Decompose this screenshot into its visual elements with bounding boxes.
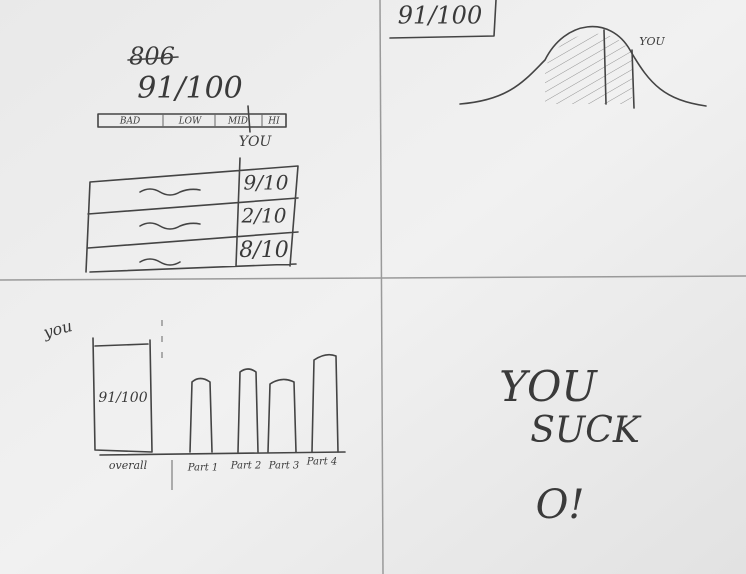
scale-bar <box>97 113 287 128</box>
scale-label: BAD <box>119 117 140 127</box>
divider <box>379 0 384 574</box>
crossed-out-score: 806 <box>129 43 175 71</box>
baseline <box>99 451 346 456</box>
part-bar <box>189 377 213 453</box>
score-box <box>389 0 497 39</box>
curve-shade <box>545 33 632 105</box>
score: 91/100 <box>137 71 243 106</box>
bar-label: Part 4 <box>306 457 338 468</box>
curve-marker <box>603 29 607 105</box>
divider <box>0 275 746 281</box>
curve-marker <box>631 49 635 109</box>
squiggle <box>139 188 201 196</box>
overall-score: 91/100 <box>98 390 147 406</box>
message-line: SUCK <box>530 410 642 451</box>
bar-label: Part 3 <box>268 461 300 472</box>
row-score: 2/10 <box>241 204 287 228</box>
message-line: YOU <box>499 362 598 411</box>
bar-label: Part 2 <box>230 461 262 472</box>
squiggle <box>139 258 181 266</box>
panel-bottom-right: YOU SUCK O! <box>499 362 642 528</box>
row-score: 8/10 <box>239 238 288 263</box>
bell-curve <box>459 25 707 107</box>
overall-bar <box>92 337 153 453</box>
part-bar <box>311 353 339 453</box>
row-score: 9/10 <box>244 171 289 195</box>
strike <box>127 56 179 61</box>
score: 91/100 <box>398 2 482 30</box>
scale-marker <box>247 105 251 133</box>
squiggle <box>139 222 201 230</box>
bar-label: overall <box>109 459 148 472</box>
panel-top-left: 806 91/100 BAD LOW MID HI YOU 9/10 2/10 … <box>85 43 299 273</box>
scale-label: LOW <box>178 117 202 127</box>
panel-top-right: 91/100 YOU <box>389 0 707 109</box>
marker-label: YOU <box>639 35 665 48</box>
part-bar <box>267 378 297 453</box>
bar-label: Part 1 <box>187 463 219 474</box>
scale-label: MID <box>227 117 248 127</box>
marker-label: YOU <box>239 134 273 150</box>
message-line: O! <box>536 482 585 528</box>
part-bar <box>237 368 259 453</box>
table-lines <box>85 157 299 273</box>
scale-label: HI <box>267 117 280 127</box>
